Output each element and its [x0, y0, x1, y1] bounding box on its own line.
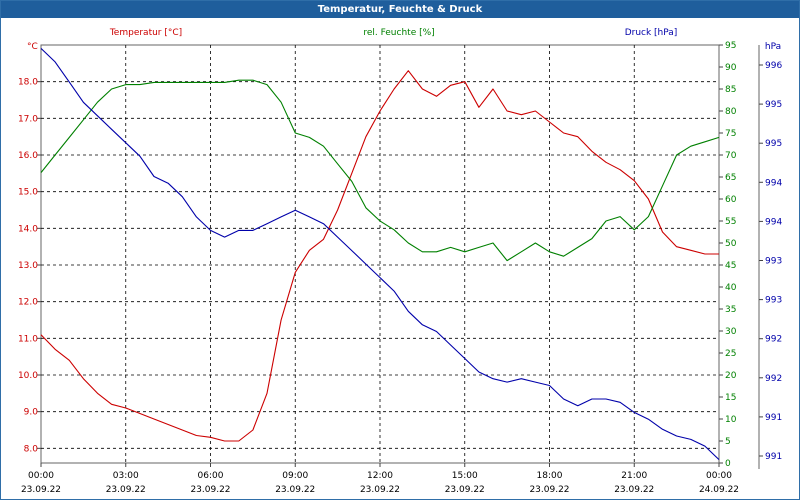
temperature-axis-label: Temperatur [°C] [109, 28, 182, 38]
window-title: Temperatur, Feuchte & Druck [1, 1, 799, 18]
pressure-tick-label: 992 [765, 374, 782, 384]
series-lines [40, 48, 720, 460]
time-tick-label: 18:00 [537, 471, 563, 481]
date-tick-label: 24.09.22 [699, 485, 739, 495]
date-tick-label: 23.09.22 [445, 485, 485, 495]
humidity-tick-label: 0 [725, 459, 731, 469]
temp-tick-label: 17.0 [18, 114, 38, 124]
humidity-tick-label: 70 [725, 151, 737, 161]
pressure-tick-label: 994 [765, 217, 782, 227]
pressure-series-line [40, 48, 720, 460]
time-axis: 00:00 23.09.22 03:00 23.09.22 06:00 23.09.22 0… [21, 463, 739, 495]
date-tick-label: 23.09.22 [360, 485, 400, 495]
time-tick-label: 15:00 [452, 471, 478, 481]
temp-tick-label: 10.0 [18, 371, 38, 381]
date-tick-label: 23.09.22 [614, 485, 654, 495]
humidity-axis-label: rel. Feuchte [%] [363, 28, 434, 38]
pressure-tick-label: 995 [765, 139, 782, 149]
humidity-series-line [40, 79, 720, 262]
time-tick-label: 09:00 [282, 471, 308, 481]
date-tick-label: 23.09.22 [275, 485, 315, 495]
date-tick-label: 23.09.22 [529, 485, 569, 495]
pressure-tick-label: 996 [765, 61, 782, 71]
humidity-tick-label: 50 [725, 239, 737, 249]
humidity-tick-label: 20 [725, 371, 737, 381]
time-tick-label: 03:00 [113, 471, 139, 481]
temp-tick-label: 18.0 [18, 78, 38, 88]
time-tick-label: 06:00 [198, 471, 224, 481]
humidity-tick-label: 40 [725, 283, 737, 293]
pressure-tick-label: 995 [765, 100, 782, 110]
pressure-tick-label: 994 [765, 178, 782, 188]
humidity-tick-label: 35 [725, 305, 736, 315]
humidity-tick-label: 80 [725, 107, 737, 117]
humidity-tick-label: 65 [725, 173, 736, 183]
temp-tick-label: 11.0 [18, 334, 38, 344]
humidity-tick-label: 60 [725, 195, 737, 205]
pressure-axis-label: Druck [hPa] [625, 28, 678, 38]
time-tick-label: 00:00 [28, 471, 54, 481]
humidity-tick-label: 30 [725, 327, 737, 337]
date-tick-label: 23.09.22 [190, 485, 230, 495]
pressure-tick-label: 991 [765, 452, 782, 462]
chart-area: 8.0 9.0 10.0 11.0 12.0 13.0 14.0 15.0 16.0 17.0 18… [1, 19, 799, 499]
date-tick-label: 23.09.22 [106, 485, 146, 495]
time-tick-label: 00:00 [706, 471, 732, 481]
pressure-tick-label: 992 [765, 335, 782, 345]
temp-tick-label: 9.0 [24, 408, 39, 418]
time-tick-label: 21:00 [621, 471, 647, 481]
humidity-axis: 0 5 10 15 20 25 30 35 40 45 50 55 60 65 70 75 80 85 90 95 [719, 41, 737, 469]
humidity-tick-label: 95 [725, 41, 736, 51]
line-chart: 8.0 9.0 10.0 11.0 12.0 13.0 14.0 15.0 16.0 17.0 18… [18, 28, 782, 495]
date-tick-label: 23.09.22 [21, 485, 61, 495]
humidity-tick-label: 25 [725, 349, 736, 359]
temp-tick-label: 15.0 [18, 188, 38, 198]
pressure-tick-label: 993 [765, 296, 782, 306]
humidity-tick-label: 90 [725, 63, 737, 73]
temperature-axis: 8.0 9.0 10.0 11.0 12.0 13.0 14.0 15.0 16.0 17.0 18… [18, 78, 41, 454]
humidity-tick-label: 5 [725, 437, 731, 447]
humidity-tick-label: 75 [725, 129, 736, 139]
pressure-axis: 991 991 992 992 993 993 994 994 995 995 996 [759, 61, 782, 462]
humidity-tick-label: 15 [725, 393, 736, 403]
humidity-tick-label: 85 [725, 85, 736, 95]
grid [40, 44, 760, 469]
temp-tick-label: 8.0 [24, 444, 39, 454]
humidity-tick-label: 10 [725, 415, 737, 425]
humidity-tick-label: 55 [725, 217, 736, 227]
temp-tick-label: 12.0 [18, 298, 38, 308]
humidity-tick-label: 45 [725, 261, 736, 271]
temperature-unit-label: °C [27, 42, 38, 52]
temp-tick-label: 16.0 [18, 151, 38, 161]
pressure-unit-label: hPa [765, 42, 781, 52]
temp-tick-label: 13.0 [18, 261, 38, 271]
temp-tick-label: 14.0 [18, 224, 38, 234]
time-tick-label: 12:00 [367, 471, 393, 481]
pressure-tick-label: 991 [765, 413, 782, 423]
pressure-tick-label: 993 [765, 257, 782, 267]
temperature-series-line [40, 70, 719, 442]
